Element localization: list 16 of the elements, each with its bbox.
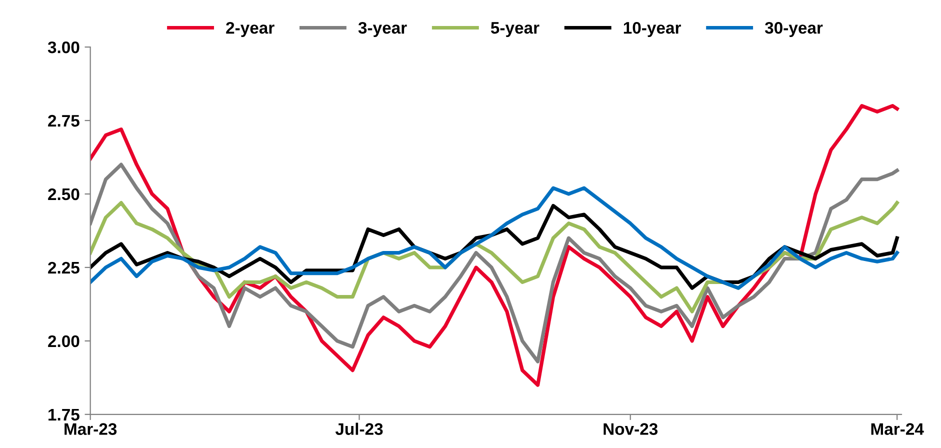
legend-label: 3-year: [358, 22, 407, 38]
y-tick-label: 2.50: [48, 188, 80, 200]
x-tick-label: Mar-24: [871, 423, 924, 435]
y-tick-label: 3.00: [48, 41, 80, 54]
x-tick-label: Jul-23: [335, 422, 383, 435]
y-tick-label: 2.00: [48, 335, 80, 348]
y-tick-label: 2.25: [48, 262, 80, 274]
y-tick-label: 2.75: [48, 114, 80, 127]
legend-label: 30-year: [764, 22, 823, 38]
y-tick-label: 1.75: [48, 408, 80, 421]
x-tick-label: Nov-23: [604, 423, 658, 435]
legend-label: 10-year: [624, 22, 681, 38]
legend-label: 5-year: [490, 22, 540, 38]
line-series: [90, 186, 899, 290]
x-tick-label: Mar-23: [64, 423, 117, 435]
legend-label: 2-year: [226, 22, 274, 38]
